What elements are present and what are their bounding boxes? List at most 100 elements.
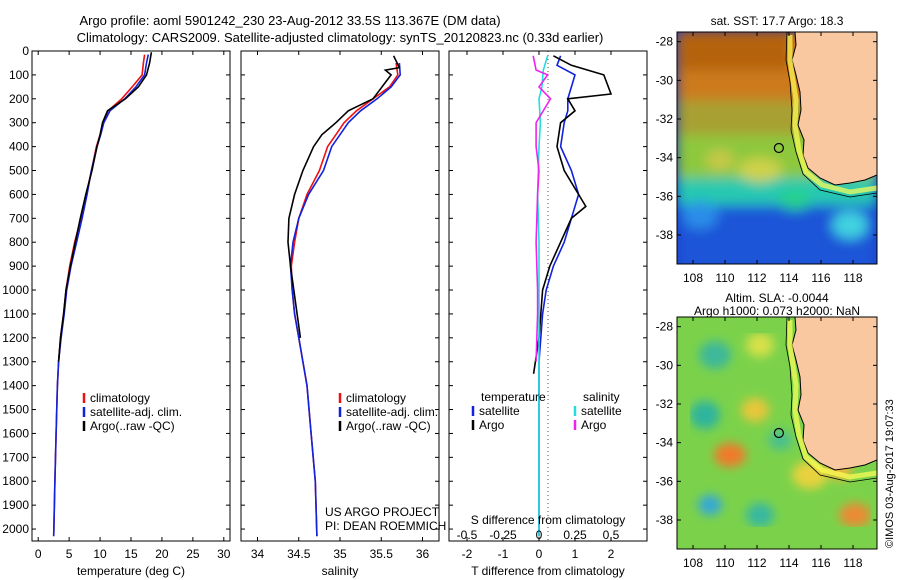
difference-legend-item-0: satellite [479,404,520,418]
salinity-xlabel: salinity [322,564,359,578]
sst-lon-label-1: 110 [715,271,734,285]
difference-panel: -2 -1 0 1 2 -0.5 -0.25 0 0.25 0.5 S difference fr… [448,50,648,578]
sla-lat-label-4: -36 [656,474,674,488]
sla-map-title-line2: Argo h1000: 0.073 h2000: NaN [694,304,860,318]
temperature-ytick-label-10: 1000 [2,283,29,297]
temperature-xtick-label-1: 5 [66,547,73,561]
sst-lon-label-4: 116 [811,271,830,285]
sst-lon-label-3: 114 [779,271,798,285]
sla-map-title-line1: Altim. SLA: -0.0044 [725,291,829,305]
salinity-legend-item-2: Argo(..raw -QC) [346,419,431,433]
temperature-difference-xlabel: T difference from climatology [471,564,625,578]
sla-lon-label-0: 108 [683,556,703,570]
temperature-ytick-label-2: 200 [9,92,29,106]
difference-S-xtick-label-0: -0.5 [457,528,478,542]
sst-lat-label-5: -38 [656,228,674,242]
difference-T-xtick-label-2: 0 [536,547,543,561]
salinity-xtick-label-1: 34.5 [287,547,311,561]
temperature-xlabel: temperature (deg C) [77,564,185,578]
difference-legend-title-salinity: salinity [583,390,620,404]
figure-title-line2: Climatology: CARS2009. Satellite-adjuste… [77,30,604,45]
sla-lat-label-1: -30 [656,358,674,372]
temperature-ytick-label-8: 800 [9,235,29,249]
salinity-xtick-label-0: 34 [251,547,265,561]
difference-S-xtick-label-2: 0 [536,528,543,542]
temperature-ytick-label-14: 1400 [2,379,29,393]
temperature-ytick-label-17: 1700 [2,450,29,464]
salinity-series-2 [287,55,401,338]
sst-map-frame [676,31,878,265]
sst-map-title: sat. SST: 17.7 Argo: 18.3 [711,14,844,28]
temperature-panel: 0100200300400500600700800900100011001200… [2,44,231,578]
salinity-legend-item-1: satellite-adj. clim. [346,405,438,419]
temperature-ytick-label-11: 1100 [3,307,29,321]
difference-T-xtick-label-4: 2 [608,547,615,561]
temperature-series-2 [57,52,153,362]
temperature-xtick-label-6: 30 [217,547,231,561]
temperature-legend-item-2: Argo(..raw -QC) [90,419,175,433]
temperature-ytick-label-1: 100 [9,68,29,82]
temperature-ytick-label-19: 1900 [2,498,29,512]
sla-lon-label-2: 112 [747,556,766,570]
salinity-series-1 [289,62,402,537]
salinity-xtick-label-3: 35.5 [370,547,394,561]
difference-series-1 [532,55,613,374]
difference-T-xtick-label-3: 1 [572,547,579,561]
sst-lat-label-2: -32 [656,112,674,126]
temperature-ytick-label-9: 900 [9,259,29,273]
difference-legend-item-3: Argo [581,418,607,432]
temperature-axes-box [31,50,231,542]
temperature-xtick-label-5: 25 [186,547,200,561]
temperature-ytick-label-13: 1300 [2,355,29,369]
sst-lon-label-5: 118 [843,271,862,285]
temperature-xtick-label-2: 10 [93,547,107,561]
temperature-ytick-label-15: 1500 [2,403,29,417]
sst-lat-label-0: -28 [656,35,674,49]
difference-legend-item-1: Argo [479,418,505,432]
difference-legend-title-temperature: temperature [481,390,546,404]
sla-lat-label-5: -38 [656,513,674,527]
sla-lat-label-3: -34 [656,436,674,450]
difference-S-xtick-label-1: -0.25 [489,528,517,542]
salinity-xtick-label-2: 35 [333,547,347,561]
temperature-legend-item-1: satellite-adj. clim. [90,405,182,419]
sla-lat-label-0: -28 [656,320,674,334]
temperature-ytick-label-20: 2000 [2,522,29,536]
difference-legend: temperature salinitysatelliteArgosatellit… [471,390,622,432]
sla-lon-label-3: 114 [779,556,798,570]
sla-map-frame [676,316,878,550]
salinity-axes-box [240,50,440,542]
sst-map: sat. SST: 17.7 Argo: 18.3 -28 -30 -32 [656,14,878,285]
sla-map: Altim. SLA: -0.0044 Argo h1000: 0.073 h2… [656,291,878,570]
temperature-ytick-label-6: 600 [9,187,29,201]
sst-lon-label-0: 108 [683,271,703,285]
temperature-ytick-label-12: 1200 [2,331,29,345]
temperature-ytick-label-18: 1800 [2,474,29,488]
sla-argo-position-marker [773,427,784,439]
difference-series-3 [532,55,552,362]
figure-title-line1: Argo profile: aoml 5901242_230 23-Aug-20… [79,13,500,28]
sst-argo-position-marker [773,142,784,154]
temperature-xtick-label-0: 0 [35,547,42,561]
copyright-label: ©IMOS 03-Aug-2017 19:07:33 [884,399,896,548]
difference-legend-item-2: satellite [581,404,622,418]
sla-lon-label-4: 116 [811,556,830,570]
temperature-legend-item-0: climatology [90,391,150,405]
sst-lat-label-4: -36 [656,189,674,203]
sla-lat-label-2: -32 [656,397,674,411]
temperature-ytick-label-4: 400 [9,140,29,154]
sst-lat-label-1: -30 [656,73,674,87]
temperature-ytick-label-16: 1600 [2,426,29,440]
temperature-ytick-label-0: 0 [22,44,29,58]
salinity-panel: 34 34.5 35 35.5 36 salinity climatologysatel… [240,50,446,578]
project-label-line1: US ARGO PROJECT [325,505,440,519]
salinity-legend-item-0: climatology [346,391,406,405]
temperature-ytick-label-7: 700 [9,211,29,225]
temperature-ytick-label-5: 500 [9,164,29,178]
sst-lat-label-3: -34 [656,151,674,165]
difference-T-xtick-label-0: -2 [462,547,473,561]
sla-lon-label-5: 118 [843,556,862,570]
